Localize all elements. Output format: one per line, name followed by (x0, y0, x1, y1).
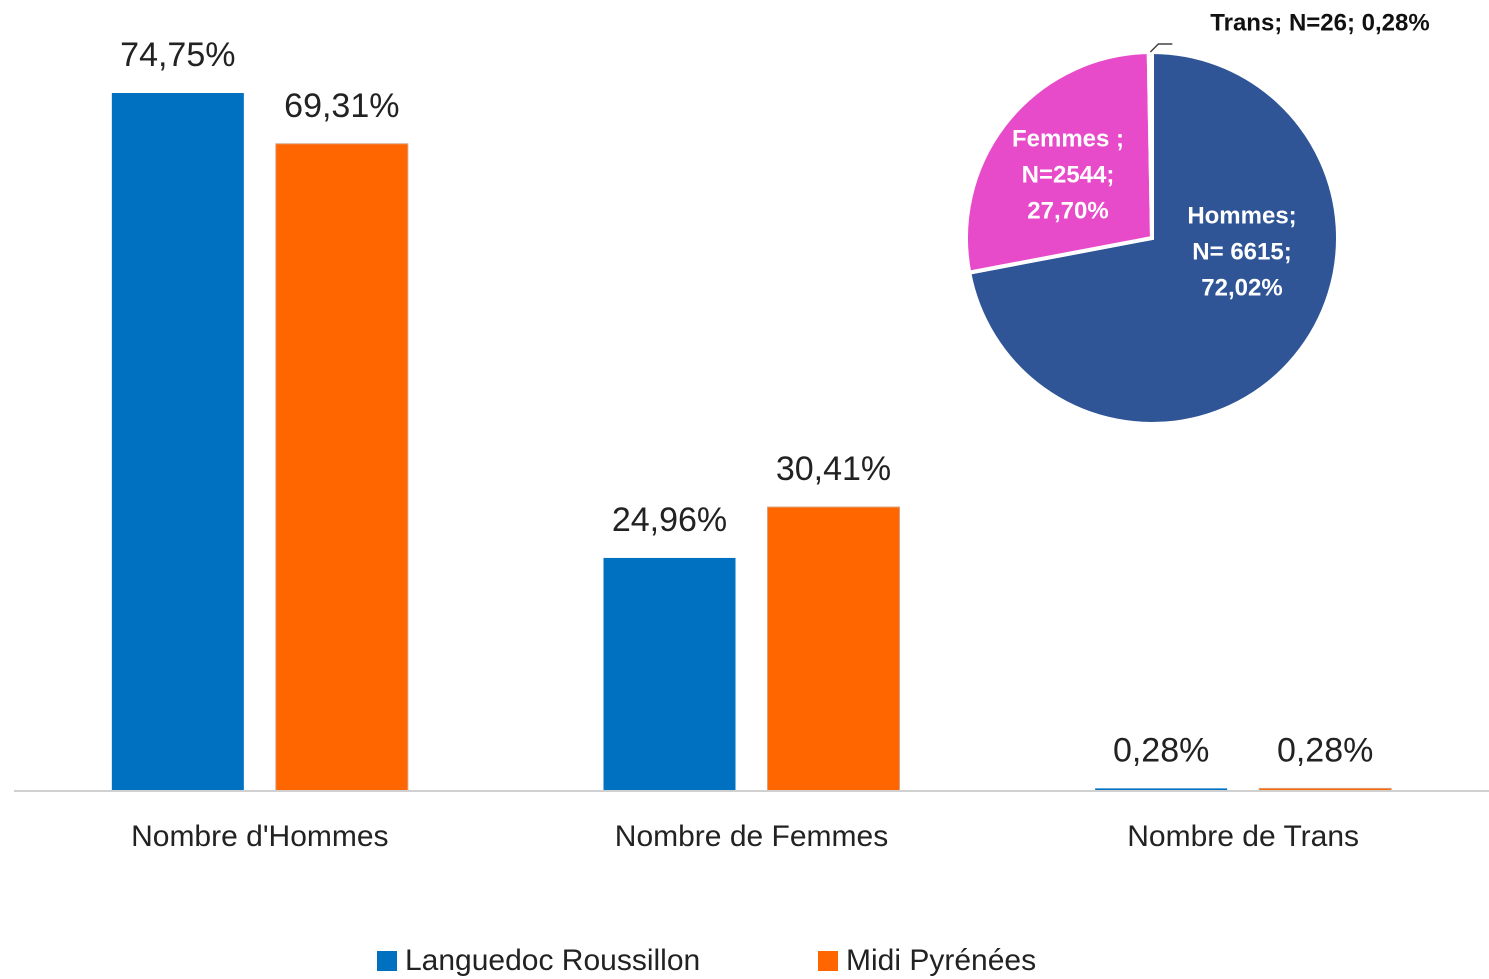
value-label: 0,28% (1277, 731, 1373, 769)
legend-label: Midi Pyrénées (846, 944, 1036, 977)
pie-label: Trans; N=26; 0,28% (1210, 9, 1429, 36)
pie-label: N= 6615; (1192, 238, 1291, 265)
leader-line (1149, 43, 1173, 53)
pie-label: Femmes ; (1012, 125, 1124, 152)
x-tick-label: Nombre de Femmes (615, 820, 888, 853)
bar (1095, 788, 1228, 791)
value-label: 24,96% (612, 501, 727, 539)
pie-label: N=2544; (1022, 161, 1115, 188)
value-label: 30,41% (776, 450, 891, 488)
x-tick-label: Nombre de Trans (1127, 820, 1359, 853)
legend-swatch (818, 951, 838, 971)
legend-swatch (377, 951, 397, 971)
bar (767, 506, 900, 792)
pie-slice (964, 49, 1155, 275)
bar (275, 143, 409, 792)
value-label: 0,28% (1113, 731, 1209, 769)
pie-label: 27,70% (1027, 197, 1108, 224)
value-label: 69,31% (284, 87, 399, 125)
value-label: 74,75% (120, 36, 235, 74)
pie-label: 72,02% (1201, 274, 1282, 301)
bar (111, 93, 244, 792)
x-tick-label: Nombre d'Hommes (131, 820, 388, 853)
legend-label: Languedoc Roussillon (405, 944, 700, 977)
pie-label: Hommes; (1187, 202, 1296, 229)
bar (603, 557, 736, 791)
